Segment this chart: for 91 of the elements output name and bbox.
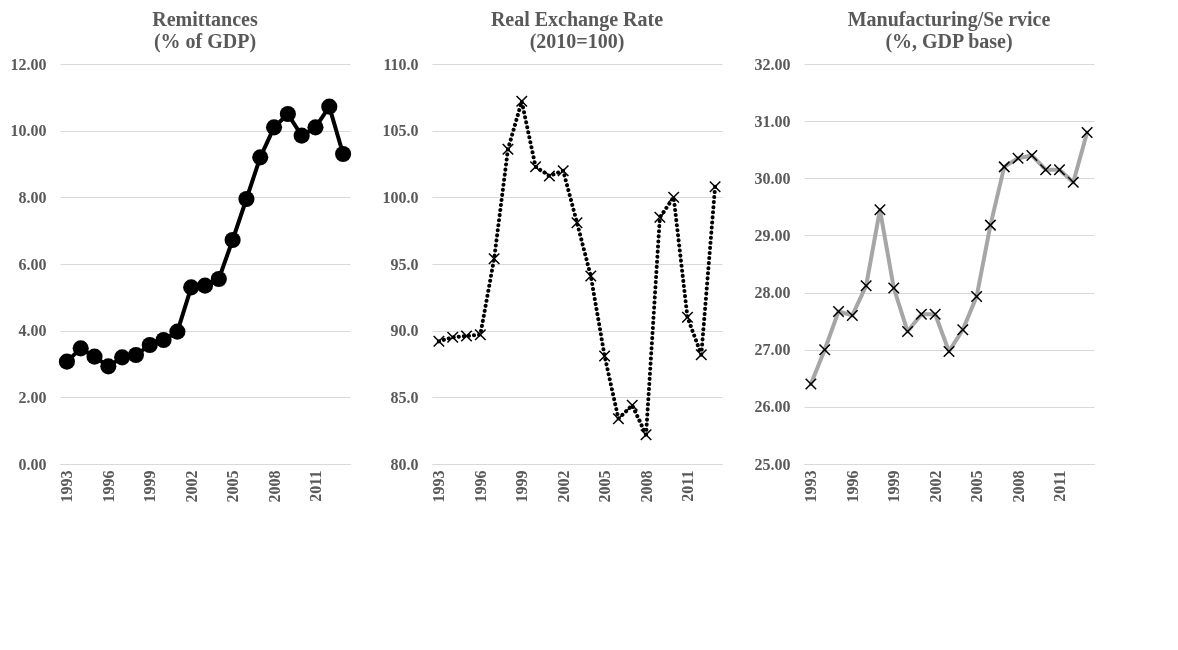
point <box>196 277 214 294</box>
y-tick-label: 31.00 <box>754 112 791 130</box>
y-tick-label: 110.0 <box>383 55 419 73</box>
point <box>474 328 487 341</box>
point <box>183 279 200 296</box>
point <box>501 143 514 156</box>
point <box>432 335 445 348</box>
y-tick-label: 0.00 <box>18 455 47 473</box>
y-tick-label: 80.0 <box>390 455 419 473</box>
point <box>210 270 227 288</box>
point <box>86 348 103 365</box>
point <box>681 311 694 324</box>
point <box>653 211 666 224</box>
y-tick-label: 105.0 <box>382 122 419 140</box>
y-tick-label: 95.0 <box>390 255 419 273</box>
x-tick-label: 2002 <box>182 470 200 503</box>
text: Remittances <box>152 8 258 30</box>
y-tick-label: 25.00 <box>754 455 791 473</box>
x-tick-label: 1993 <box>802 470 820 503</box>
point <box>695 348 708 361</box>
point <box>488 252 501 265</box>
point <box>155 331 172 349</box>
point <box>321 98 338 115</box>
x-tick-label: 1993 <box>430 470 448 503</box>
x-tick-label: 1996 <box>471 470 489 503</box>
point <box>709 180 722 193</box>
point <box>335 145 352 163</box>
point <box>543 170 556 182</box>
y-tick-label: 27.00 <box>754 341 791 359</box>
point <box>279 105 296 123</box>
point <box>598 350 611 362</box>
point <box>515 95 528 108</box>
point <box>612 412 625 425</box>
point <box>58 353 75 370</box>
point <box>114 349 131 366</box>
text: (%, GDP base) <box>885 30 1013 52</box>
y-tick-label: 29.00 <box>754 226 791 244</box>
y-tick-label: 26.00 <box>754 398 791 416</box>
x-tick-label: 2005 <box>968 470 986 503</box>
y-tick-label: 2.00 <box>18 388 47 406</box>
text: Real Exchange Rate <box>490 8 664 30</box>
x-tick-label: 2005 <box>596 470 614 503</box>
x-tick-label: 1999 <box>513 470 531 503</box>
point <box>224 231 241 249</box>
point <box>529 160 542 173</box>
point <box>252 149 269 166</box>
point <box>307 119 324 136</box>
y-tick-label: 30.00 <box>754 169 791 187</box>
point <box>640 428 653 441</box>
y-tick-label: 28.00 <box>754 284 791 302</box>
y-tick-label: 12.00 <box>10 55 47 73</box>
x-tick-label: 1999 <box>141 470 159 503</box>
x-tick-label: 2011 <box>1050 470 1068 502</box>
point <box>100 358 117 375</box>
text: (% of GDP) <box>153 30 257 52</box>
x-tick-label: 2002 <box>554 470 572 503</box>
point <box>127 346 145 364</box>
point <box>571 216 583 229</box>
point <box>169 323 186 340</box>
point <box>557 164 570 177</box>
point <box>460 330 473 342</box>
x-tick-label: 1996 <box>99 470 117 503</box>
x-tick-label: 1993 <box>58 470 76 503</box>
point <box>141 336 158 354</box>
x-tick-label: 2011 <box>306 470 324 502</box>
text: Manufacturing/Se rvice <box>847 8 1051 30</box>
y-tick-label: 32.00 <box>754 55 791 73</box>
y-tick-label: 85.0 <box>390 388 419 406</box>
point <box>667 191 680 204</box>
x-tick-label: 1999 <box>885 470 903 503</box>
y-tick-label: 10.00 <box>10 122 47 140</box>
point <box>293 127 310 144</box>
x-tick-label: 1996 <box>843 470 861 503</box>
point <box>238 190 255 208</box>
y-tick-label: 100.0 <box>382 188 419 206</box>
x-tick-label: 2011 <box>678 470 696 502</box>
y-tick-label: 6.00 <box>18 255 47 273</box>
point <box>446 331 459 344</box>
x-tick-label: 2005 <box>224 470 242 503</box>
x-tick-label: 2008 <box>265 470 283 503</box>
y-tick-label: 90.0 <box>390 322 419 340</box>
x-tick-label: 2008 <box>637 470 655 503</box>
y-tick-label: 8.00 <box>18 188 47 206</box>
x-tick-label: 2008 <box>1009 470 1027 503</box>
point <box>72 340 89 357</box>
point <box>584 270 597 282</box>
point <box>626 399 639 412</box>
point <box>265 119 283 136</box>
y-tick-label: 4.00 <box>18 322 47 340</box>
text: (2010=100) <box>529 30 625 52</box>
x-tick-label: 2002 <box>926 470 944 503</box>
